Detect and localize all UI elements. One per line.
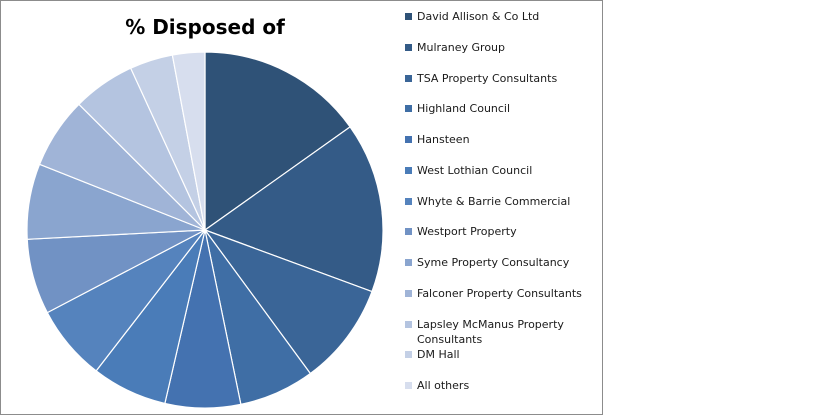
pie-chart bbox=[26, 51, 384, 409]
legend-label: DM Hall bbox=[417, 348, 460, 361]
legend-swatch bbox=[405, 198, 412, 205]
legend-label: Lapsley McManus Property Consultants bbox=[417, 318, 564, 346]
legend-swatch bbox=[405, 290, 412, 297]
legend-swatch bbox=[405, 13, 412, 20]
legend-swatch bbox=[405, 105, 412, 112]
legend-label: Westport Property bbox=[417, 225, 517, 238]
legend-swatch bbox=[405, 75, 412, 82]
pie-slice-3 bbox=[203, 228, 373, 375]
legend-swatch bbox=[405, 228, 412, 235]
legend-label: Mulraney Group bbox=[417, 41, 506, 54]
legend-label: Highland Council bbox=[417, 102, 511, 115]
legend-swatch bbox=[405, 167, 412, 174]
legend-label: All others bbox=[417, 379, 470, 392]
pie-slice-1 bbox=[204, 51, 351, 232]
chart-title: % Disposed of bbox=[125, 15, 285, 39]
chart-frame: % Disposed of David Allison & Co Ltd Mulr… bbox=[0, 0, 603, 415]
pie-slice-13 bbox=[171, 51, 206, 231]
legend-swatch bbox=[405, 351, 412, 358]
legend-swatch bbox=[405, 44, 412, 51]
legend-label: Whyte & Barrie Commercial bbox=[417, 195, 571, 208]
legend-swatch bbox=[405, 259, 412, 266]
legend-label: Syme Property Consultancy bbox=[417, 256, 570, 269]
legend-label: TSA Property Consultants bbox=[417, 72, 558, 85]
legend-label: Hansteen bbox=[417, 133, 470, 146]
legend-swatch bbox=[405, 321, 412, 328]
legend-swatch bbox=[405, 382, 412, 389]
legend-label: West Lothian Council bbox=[417, 164, 533, 177]
legend-swatch bbox=[405, 136, 412, 143]
legend-label: Falconer Property Consultants bbox=[417, 287, 582, 300]
legend-label: David Allison & Co Ltd bbox=[417, 10, 540, 23]
pie-slice-2 bbox=[203, 126, 384, 293]
